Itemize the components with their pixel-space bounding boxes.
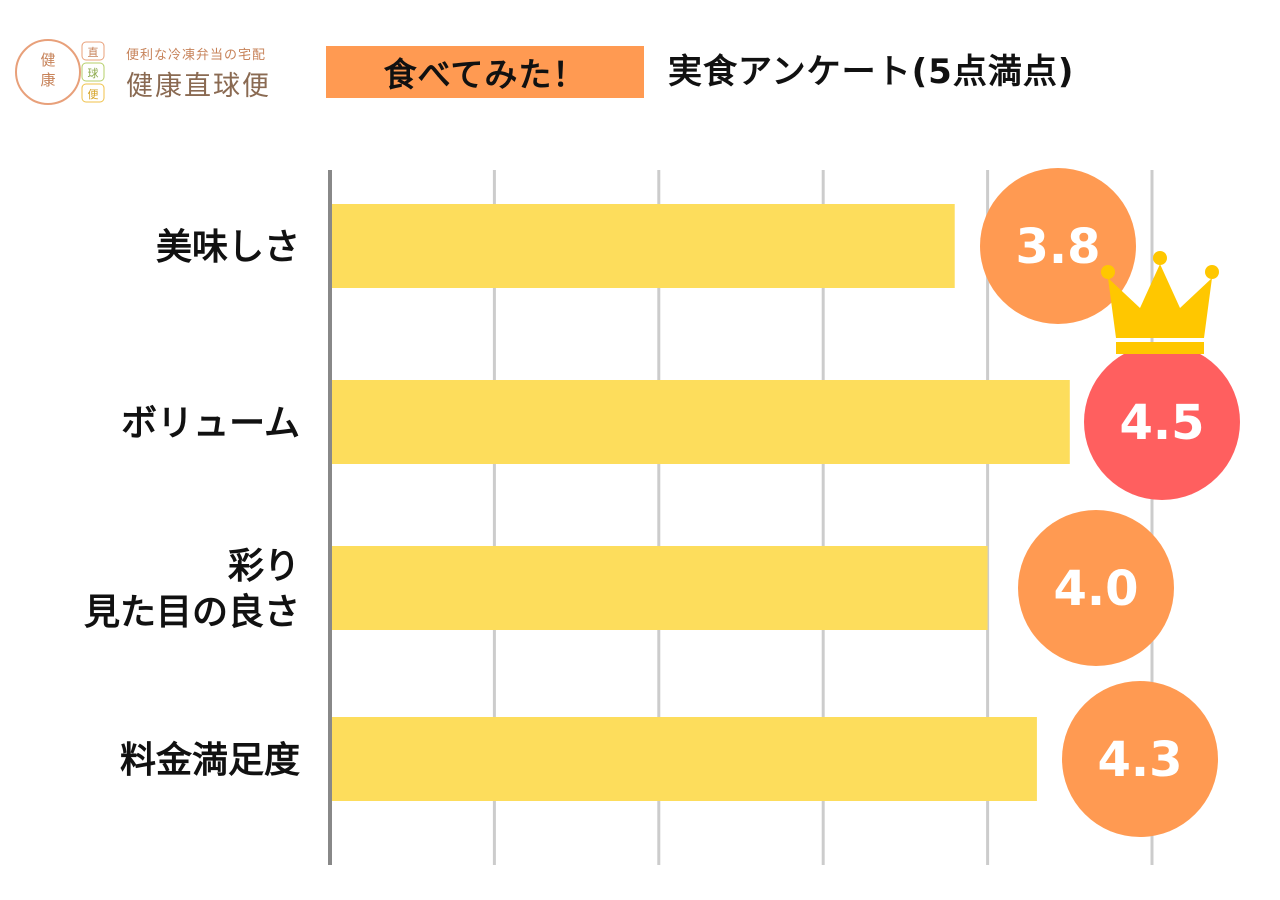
crown-band [1116, 342, 1204, 354]
category-label: 美味しさ [156, 227, 300, 268]
logo-tagline: 便利な冷凍弁当の宅配 [126, 48, 267, 63]
logo-ring [15, 39, 81, 105]
crown-jewel [1205, 265, 1219, 279]
value-circle [1062, 681, 1218, 837]
logo-block [81, 83, 105, 103]
logo-char: 便 [88, 88, 99, 101]
crown-body [1108, 264, 1212, 338]
value-circle [1018, 510, 1174, 666]
bar [332, 717, 1037, 801]
value-circle [980, 168, 1136, 324]
category-label: 見た目の良さ [84, 592, 300, 633]
category-label: ボリューム [121, 403, 300, 444]
logo-mark: 健 康 直 球 便 [15, 39, 105, 105]
bar [332, 380, 1070, 464]
value-label: 4.3 [1097, 732, 1182, 788]
logo: 健 康 直 球 便 便利な冷凍弁当の宅配 健康直球便 [14, 38, 304, 106]
crown-icon [1101, 251, 1219, 354]
logo-char: 康 [40, 71, 55, 89]
crown-jewel [1101, 265, 1115, 279]
bar [332, 546, 988, 630]
category-label: 料金満足度 [120, 739, 300, 781]
logo-char: 直 [88, 45, 99, 59]
value-label: 4.0 [1053, 561, 1138, 617]
chart-title: 実食アンケート(5点満点) [668, 52, 1075, 92]
logo-char: 健 [40, 51, 55, 69]
value-circle [1084, 344, 1240, 500]
value-label: 4.5 [1119, 395, 1204, 451]
logo-char: 球 [88, 66, 99, 80]
logo-block [81, 41, 105, 61]
logo-name: 健康直球便 [126, 71, 271, 102]
category-label: 彩り [228, 546, 300, 587]
title-badge: 食べてみた！ [326, 46, 644, 98]
crown-jewel [1153, 251, 1167, 265]
logo-block [81, 62, 105, 82]
bars [332, 204, 1070, 801]
bar [332, 204, 955, 288]
value-label: 3.8 [1015, 219, 1100, 275]
value-badges: 3.8 4.5 4.0 4.3 [980, 168, 1240, 837]
